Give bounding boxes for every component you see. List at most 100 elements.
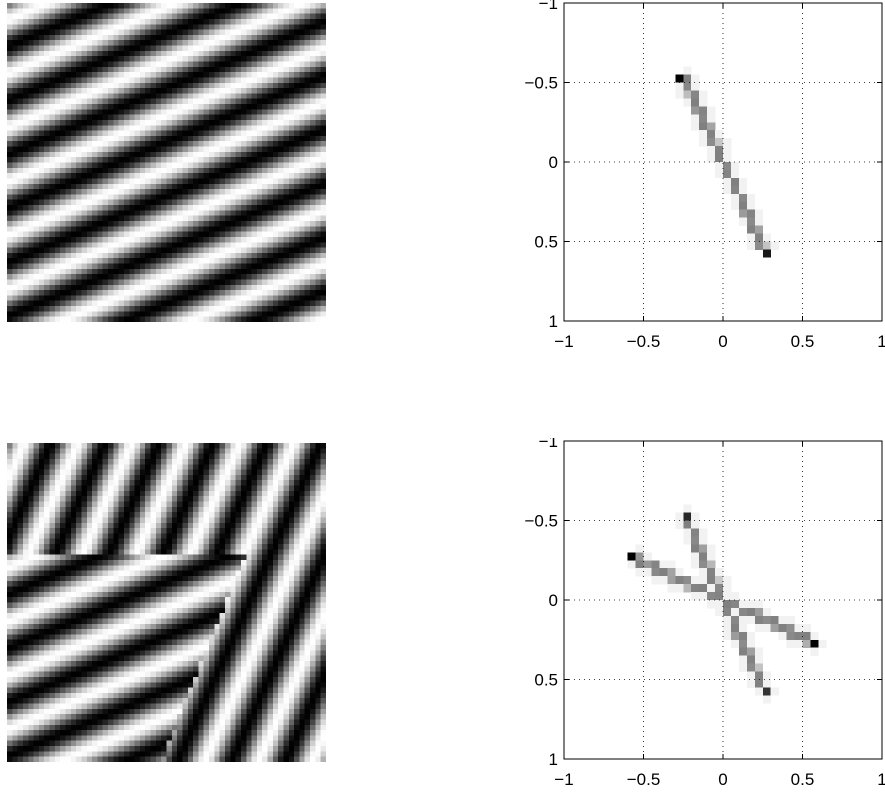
- grating-pixel: [267, 458, 274, 465]
- grating-pixel: [49, 538, 56, 545]
- grating-pixel: [12, 157, 19, 164]
- grating-pixel: [203, 13, 210, 20]
- grating-pixel: [182, 13, 189, 20]
- grating-pixel: [262, 252, 269, 259]
- grating-pixel: [177, 205, 184, 211]
- grating-pixel: [304, 34, 311, 41]
- grating-pixel: [123, 45, 130, 52]
- grating-pixel: [224, 18, 231, 25]
- grating-pixel: [12, 104, 19, 110]
- grating-pixel: [33, 130, 40, 137]
- grating-pixel: [108, 189, 114, 195]
- grating-pixel: [81, 93, 88, 100]
- grating-pixel: [310, 119, 316, 126]
- grating-pixel: [209, 72, 215, 79]
- grating-pixel: [44, 263, 51, 270]
- grating-pixel: [145, 130, 152, 137]
- grating-pixel: [118, 512, 125, 519]
- grating-pixel: [139, 290, 146, 297]
- grating-pixel: [54, 501, 61, 508]
- grating-pixel: [198, 274, 205, 281]
- grating-pixel: [262, 522, 269, 529]
- grating-pixel: [139, 141, 146, 148]
- grating-pixel: [139, 13, 146, 20]
- grating-pixel: [118, 205, 125, 211]
- grating-pixel: [182, 178, 189, 185]
- grating-pixel: [118, 72, 125, 79]
- grating-pixel: [310, 263, 316, 270]
- grating-pixel: [240, 453, 247, 460]
- grating-pixel: [129, 183, 136, 190]
- grating-pixel: [262, 109, 269, 116]
- grating-pixel: [203, 146, 210, 153]
- grating-pixel: [22, 220, 29, 227]
- grating-pixel: [86, 66, 93, 73]
- grating-pixel: [134, 61, 141, 68]
- grating-pixel: [203, 469, 210, 476]
- grating-pixel: [155, 311, 162, 318]
- grating-pixel: [219, 512, 226, 519]
- grating-pixel: [118, 458, 125, 465]
- grating-pixel: [315, 72, 322, 79]
- grating-pixel: [113, 178, 120, 185]
- grating-pixel: [7, 443, 13, 449]
- grating-pixel: [22, 474, 29, 481]
- grating-pixel: [256, 236, 263, 243]
- grating-pixel: [315, 183, 322, 190]
- grating-pixel: [182, 34, 189, 41]
- grating-pixel: [209, 522, 215, 529]
- grating-pixel: [145, 162, 152, 169]
- grating-pixel: [49, 29, 56, 36]
- grating-pixel: [92, 512, 98, 519]
- grating-pixel: [49, 480, 56, 487]
- grating-pixel: [320, 528, 326, 534]
- grating-pixel: [97, 82, 104, 89]
- grating-pixel: [166, 18, 173, 25]
- grating-pixel: [86, 109, 93, 116]
- grating-pixel: [70, 485, 77, 492]
- grating-pixel: [262, 34, 269, 41]
- grating-pixel: [166, 13, 173, 20]
- grating-pixel: [166, 306, 173, 312]
- grating-pixel: [246, 480, 253, 487]
- grating-pixel: [219, 93, 226, 100]
- grating-pixel: [230, 146, 237, 153]
- grating-pixel: [65, 194, 72, 201]
- grating-pixel: [123, 268, 130, 275]
- grating-pixel: [28, 490, 35, 497]
- grating-pixel: [145, 88, 152, 94]
- grating-pixel: [224, 443, 231, 449]
- grating-pixel: [166, 274, 173, 281]
- grating-pixel: [182, 279, 189, 286]
- grating-pixel: [70, 24, 77, 31]
- grating-pixel: [81, 151, 88, 158]
- grating-pixel: [272, 183, 279, 190]
- grating-pixel: [310, 189, 316, 195]
- grating-pixel: [145, 236, 152, 243]
- grating-pixel: [65, 469, 72, 476]
- grating-pixel: [81, 506, 88, 513]
- grating-pixel: [166, 528, 173, 534]
- grating-pixel: [219, 61, 226, 68]
- grating-pixel: [171, 194, 178, 201]
- grating-pixel: [65, 8, 72, 15]
- grating-pixel: [315, 3, 322, 9]
- grating-pixel: [54, 485, 61, 492]
- grating-pixel: [230, 226, 237, 233]
- grating-pixel: [81, 178, 88, 185]
- grating-pixel: [38, 316, 45, 322]
- grating-pixel: [166, 40, 173, 47]
- grating-pixel: [219, 77, 226, 84]
- grating-pixel: [299, 512, 306, 519]
- grating-pixel: [203, 295, 210, 302]
- grating-pixel: [224, 8, 231, 15]
- grating-pixel: [54, 93, 61, 100]
- grating-pixel: [97, 157, 104, 164]
- grating-pixel: [123, 93, 130, 100]
- grating-pixel: [251, 236, 258, 243]
- grating-pixel: [22, 528, 29, 534]
- grating-pixel: [209, 453, 215, 460]
- grating-pixel: [65, 528, 72, 534]
- grating-pixel: [240, 247, 247, 254]
- grating-pixel: [123, 24, 130, 31]
